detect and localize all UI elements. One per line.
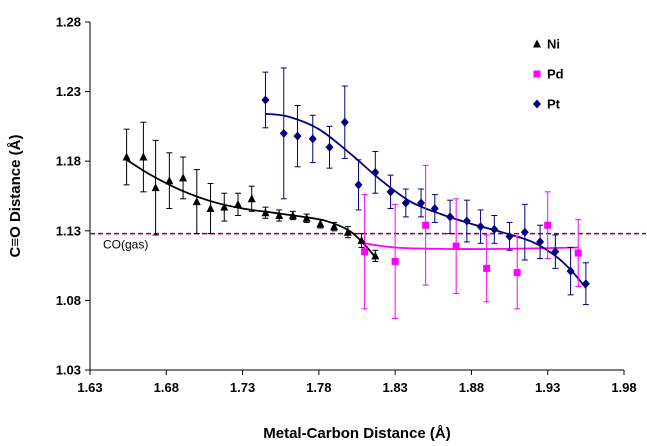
pd-data-point: [574, 249, 582, 257]
legend-ni-label: Ni: [547, 37, 560, 52]
ni-data-point: [247, 194, 256, 203]
ni-data-point: [192, 197, 201, 206]
pt-data-point: [401, 198, 410, 208]
error-bars: [123, 67, 589, 319]
y-tick-label: 1.28: [56, 15, 81, 30]
ni-data-point: [220, 202, 229, 211]
legend-ni-marker: [533, 39, 541, 48]
x-axis-ticks: 1.63 1.68 1.73 1.78 1.83 1.88 1.93 1.98: [77, 370, 637, 395]
y-tick-label: 1.23: [56, 84, 81, 99]
pt-data-point: [325, 142, 334, 152]
legend-pt-label: Pt: [547, 97, 561, 112]
pd-data-point: [391, 257, 399, 265]
ni-data-point: [179, 173, 188, 182]
pt-data-point: [354, 180, 363, 190]
ni-data-point: [165, 176, 174, 185]
y-axis-ticks: 1.03 1.08 1.13 1.18 1.23 1.28: [56, 15, 90, 378]
pd-data-point: [422, 221, 430, 229]
pt-data-point: [520, 227, 529, 237]
x-tick-label: 1.83: [382, 380, 407, 395]
pd-data-point: [544, 221, 552, 229]
x-tick-label: 1.73: [230, 380, 255, 395]
ni-data-point: [151, 183, 160, 192]
data-markers: [122, 95, 590, 289]
pt-data-point: [417, 198, 426, 208]
reference-line-group: CO(gas): [90, 232, 646, 252]
pt-data-point: [261, 95, 270, 105]
y-axis-title: C≡O Distance (Å): [7, 135, 24, 258]
ni-data-point: [139, 152, 148, 161]
x-tick-label: 1.98: [611, 380, 636, 395]
ni-data-point: [275, 210, 284, 219]
pt-data-point: [340, 117, 349, 127]
pt-data-point: [566, 266, 575, 276]
pt-data-point: [505, 231, 514, 241]
y-tick-label: 1.13: [56, 223, 81, 238]
legend-pd-marker: [533, 70, 541, 78]
pt-data-point: [462, 216, 471, 226]
legend-pt-marker: [533, 99, 541, 109]
ni-data-point: [316, 219, 325, 228]
x-tick-label: 1.63: [77, 380, 102, 395]
ni-data-point: [357, 236, 366, 245]
plot-frame: [89, 22, 624, 371]
legend: Ni Pd Pt: [533, 37, 564, 112]
x-tick-label: 1.68: [154, 380, 179, 395]
y-tick-label: 1.03: [56, 363, 81, 378]
x-axis-title: Metal-Carbon Distance (Å): [263, 425, 451, 442]
x-tick-label: 1.88: [459, 380, 484, 395]
pt-data-point: [386, 187, 395, 197]
ni-data-point: [288, 210, 297, 219]
ni-data-point: [343, 227, 352, 236]
x-tick-label: 1.93: [535, 380, 560, 395]
pd-data-point: [452, 242, 460, 250]
pd-data-point: [361, 248, 369, 256]
pt-data-point: [476, 222, 485, 232]
ni-data-point: [206, 204, 215, 213]
ni-data-point: [330, 222, 339, 231]
ni-data-point: [122, 152, 131, 161]
ni-data-point: [261, 208, 270, 217]
y-tick-label: 1.08: [56, 293, 81, 308]
ni-data-point: [302, 213, 311, 222]
pt-data-point: [308, 134, 317, 144]
y-tick-label: 1.18: [56, 154, 81, 169]
co-gas-label: CO(gas): [103, 238, 148, 252]
pt-data-point: [581, 279, 590, 289]
ni-trendline: [126, 159, 376, 258]
pt-data-point: [279, 128, 288, 138]
legend-pd-label: Pd: [547, 67, 564, 82]
ni-data-point: [371, 251, 380, 260]
pt-data-point: [446, 212, 455, 222]
pt-data-point: [293, 131, 302, 141]
pt-data-point: [490, 224, 499, 234]
pd-data-point: [483, 264, 491, 272]
pt-data-point: [371, 167, 380, 177]
pd-trendline: [364, 242, 579, 250]
pt-data-point: [551, 247, 560, 257]
pt-data-point: [430, 204, 439, 214]
pt-data-point: [536, 237, 545, 247]
x-tick-label: 1.78: [306, 380, 331, 395]
ni-data-point: [233, 199, 242, 208]
pd-data-point: [513, 269, 521, 277]
